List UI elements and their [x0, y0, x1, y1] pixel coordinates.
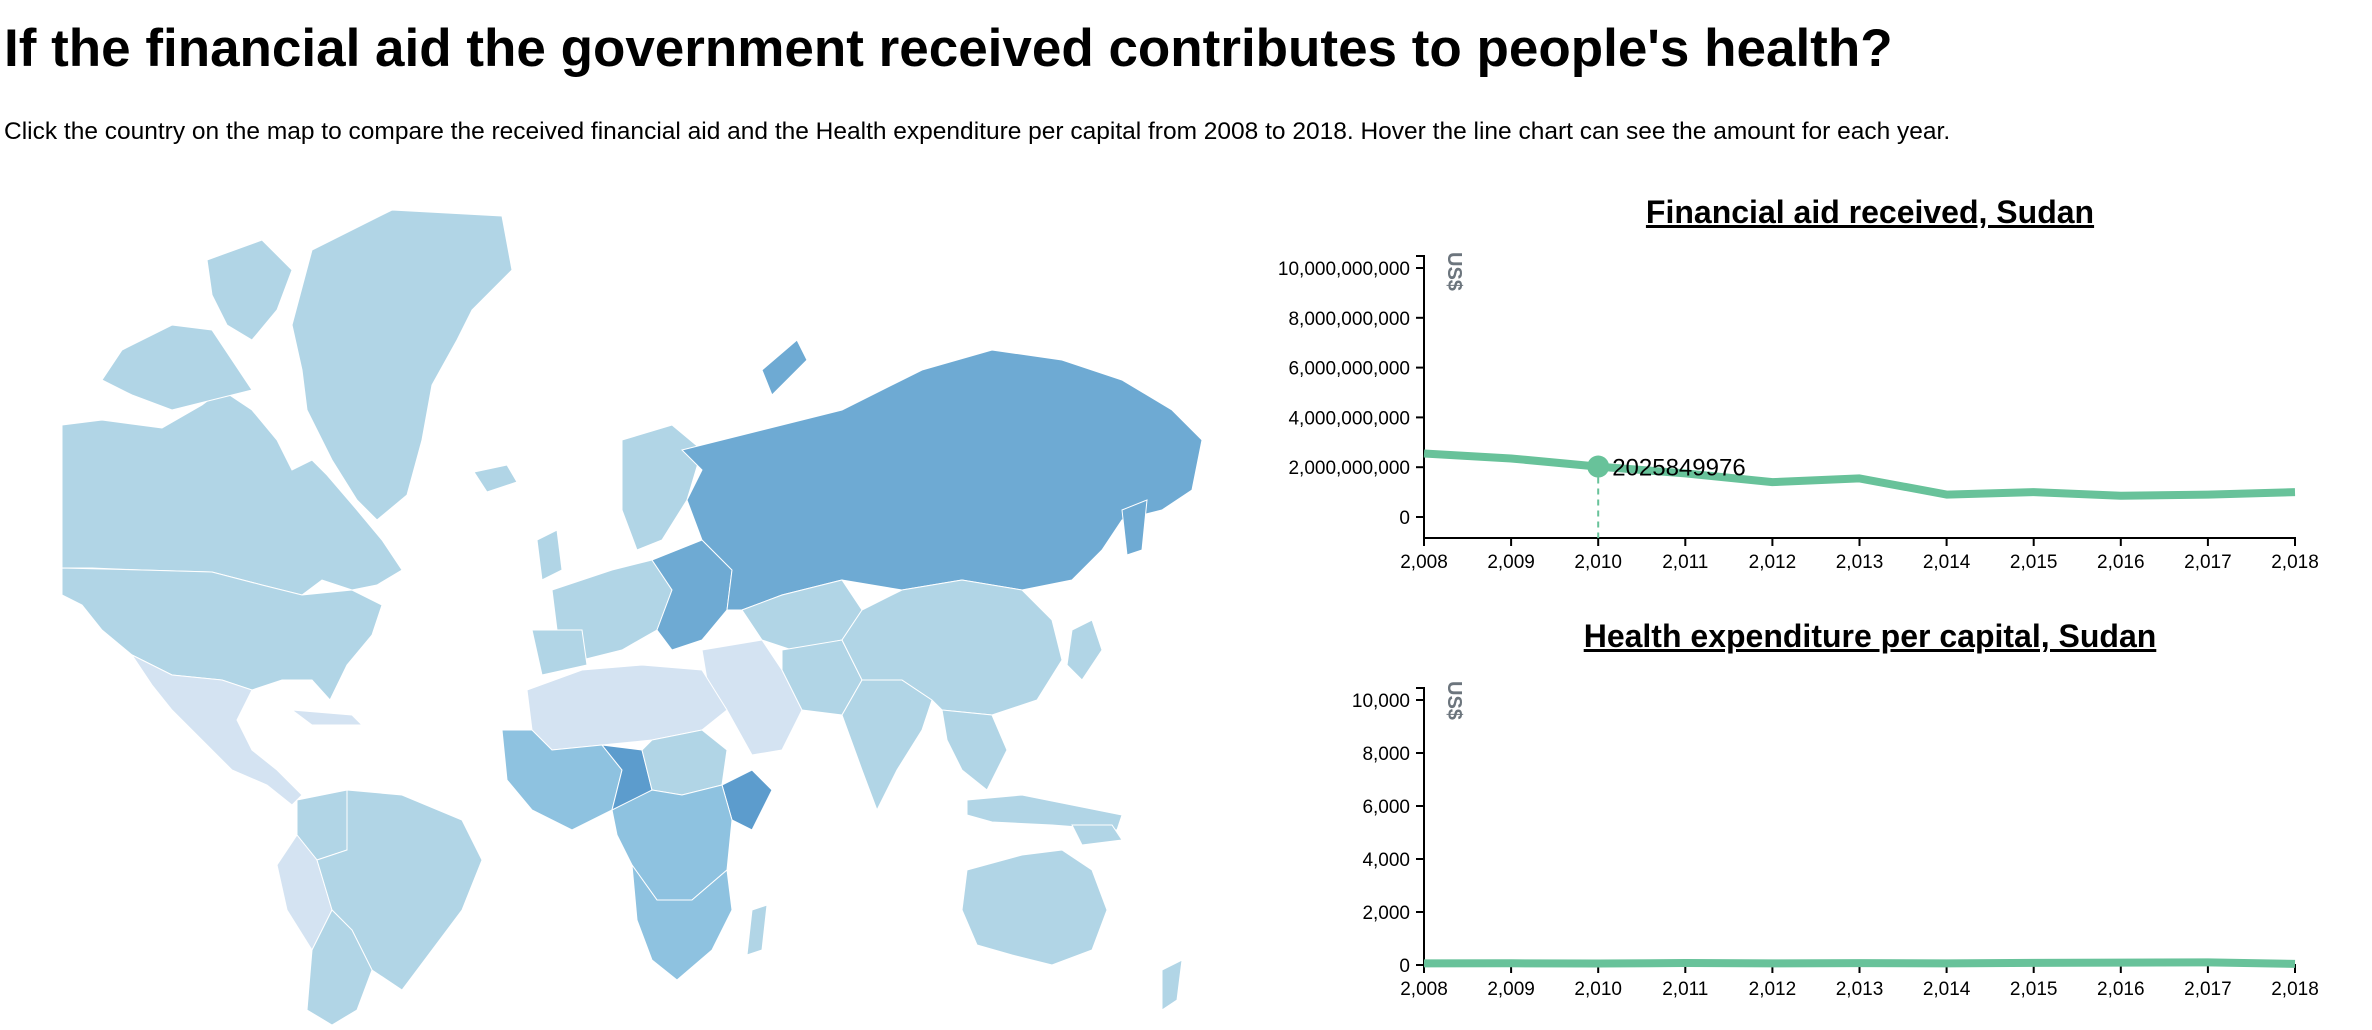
country-madagascar[interactable]: [746, 904, 768, 956]
aid-x-tick-label: 2,011: [1662, 552, 1708, 573]
world-map: [62, 210, 1202, 1025]
country-greenland[interactable]: [291, 210, 513, 521]
aid-x-tick-label: 2,008: [1400, 552, 1448, 573]
aid-x-tick-label: 2,018: [2271, 552, 2319, 573]
country-uk[interactable]: [536, 529, 563, 581]
aid-x-tick-label: 2,014: [1923, 552, 1971, 573]
country-japan[interactable]: [1066, 619, 1103, 681]
health-x-axis: 2,008 2,009 2,010 2,011 2,012 2,013 2,014 2,015…: [1400, 964, 2319, 1000]
country-usa[interactable]: [62, 567, 383, 701]
aid-y-tick-label: 2,000,000,000: [1288, 458, 1410, 479]
country-china[interactable]: [841, 579, 1063, 716]
health-x-tick-label: 2,013: [1836, 979, 1884, 1000]
aid-x-tick-label: 2,013: [1836, 552, 1884, 573]
country-arctic-islands[interactable]: [101, 324, 253, 411]
health-unit-label: US$: [1443, 681, 1465, 720]
health-y-tick-label: 8,000: [1362, 744, 1410, 765]
health-x-tick-label: 2,008: [1400, 979, 1448, 1000]
country-argentina[interactable]: [306, 909, 373, 1025]
aid-y-tick-label: 0: [1399, 508, 1410, 529]
aid-series-line[interactable]: [1423, 449, 2296, 500]
health-x-tick-label: 2,017: [2184, 979, 2232, 1000]
aid-x-tick-label: 2,015: [2010, 552, 2058, 573]
country-scandinavia[interactable]: [621, 424, 703, 551]
country-iceland[interactable]: [473, 464, 518, 493]
health-y-axis: 0 2,000 4,000 6,000 8,000 10,000: [1352, 687, 1425, 977]
health-y-tick-label: 0: [1399, 956, 1410, 977]
country-novaya-zemlya[interactable]: [761, 339, 808, 396]
aid-y-axis: 0 2,000,000,000 4,000,000,000 6,000,000,000…: [1278, 255, 1425, 538]
aid-line-chart[interactable]: 0 2,000,000,000 4,000,000,000 6,000,000,000…: [0, 240, 2372, 590]
page-subtitle: Click the country on the map to compare …: [4, 118, 1951, 145]
country-southern-africa[interactable]: [631, 863, 733, 981]
health-x-tick-label: 2,012: [1749, 979, 1797, 1000]
health-chart-title: Health expenditure per capital, Sudan: [1583, 618, 2157, 654]
health-x-tick-label: 2,009: [1487, 979, 1535, 1000]
health-y-tick-label: 2,000: [1362, 903, 1410, 924]
aid-y-axis-line: [1416, 255, 1425, 538]
country-indonesia[interactable]: [966, 794, 1123, 831]
health-x-tick-label: 2,018: [2271, 979, 2319, 1000]
aid-x-tick-label: 2,012: [1749, 552, 1797, 573]
country-papua[interactable]: [1071, 824, 1123, 846]
aid-y-tick-label: 8,000,000,000: [1288, 309, 1410, 330]
aid-chart-title: Financial aid received, Sudan: [1645, 194, 2095, 230]
health-y-axis-line: [1416, 687, 1425, 965]
country-kamchatka[interactable]: [1121, 499, 1148, 556]
health-y-tick-label: 6,000: [1362, 797, 1410, 818]
health-x-tick-label: 2,016: [2097, 979, 2145, 1000]
health-x-tick-label: 2,011: [1662, 979, 1708, 1000]
country-iberia[interactable]: [531, 629, 588, 676]
country-australia[interactable]: [961, 849, 1108, 966]
map-countries: [62, 210, 1202, 1025]
health-x-tick-label: 2,015: [2010, 979, 2058, 1000]
aid-x-tick-label: 2,009: [1487, 552, 1535, 573]
aid-unit-label: US$: [1443, 252, 1465, 291]
aid-y-tick-label: 4,000,000,000: [1288, 408, 1410, 429]
aid-x-tick-label: 2,016: [2097, 552, 2145, 573]
health-x-tick-label: 2,010: [1574, 979, 1622, 1000]
aid-y-tick-label: 6,000,000,000: [1288, 359, 1410, 380]
country-russia[interactable]: [681, 349, 1202, 611]
aid-x-tick-label: 2,017: [2184, 552, 2232, 573]
health-series-line[interactable]: [1423, 958, 2296, 968]
health-x-tick-label: 2,014: [1923, 979, 1971, 1000]
aid-hover-label: 2025849976: [1612, 455, 1745, 482]
country-new-zealand[interactable]: [1161, 959, 1183, 1011]
health-y-tick-label: 10,000: [1352, 691, 1410, 712]
page-title: If the financial aid the government rece…: [4, 19, 1893, 78]
aid-x-axis: 2,008 2,009 2,010 2,011 2,012 2,013 2,014 2,015…: [1400, 537, 2319, 573]
health-y-tick-label: 4,000: [1362, 850, 1410, 871]
country-baffin[interactable]: [206, 239, 293, 341]
aid-hover-point[interactable]: [1587, 455, 1610, 478]
country-caribbean[interactable]: [290, 709, 364, 726]
country-brazil[interactable]: [316, 789, 483, 991]
aid-y-tick-label: 10,000,000,000: [1278, 259, 1410, 280]
country-mexico[interactable]: [130, 653, 303, 806]
aid-x-tick-label: 2,010: [1574, 552, 1622, 573]
country-southeast-asia[interactable]: [941, 709, 1008, 791]
